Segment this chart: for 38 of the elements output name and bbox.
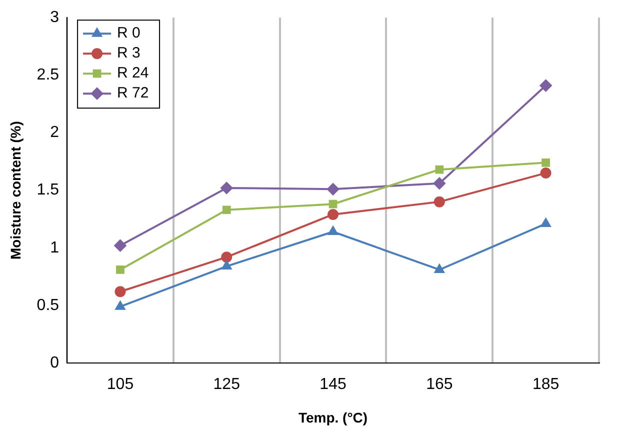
point	[327, 183, 340, 196]
y-axis-title: Moisture content (%)	[7, 121, 24, 260]
x-tick-label: 185	[532, 376, 560, 394]
x-tick-label: 105	[106, 376, 134, 394]
legend-label: R 0	[117, 24, 140, 42]
point	[434, 196, 445, 208]
y-tick-label: 1.5	[36, 182, 60, 199]
x-tick-label: 165	[426, 376, 453, 394]
point	[328, 208, 339, 220]
x-axis-title: Temp. (°C)	[298, 409, 368, 426]
x-tick-label: 145	[320, 376, 346, 394]
point	[114, 286, 126, 298]
point	[435, 165, 444, 174]
point	[540, 168, 552, 179]
point	[328, 200, 338, 208]
y-tick-label: 0	[50, 354, 60, 372]
point	[433, 177, 446, 190]
y-tick-label: 3	[50, 9, 60, 26]
point	[115, 301, 126, 310]
legend-label: R 72	[117, 84, 149, 102]
y-tick-label: 2	[50, 124, 60, 142]
point	[434, 264, 444, 273]
y-tick-label: 2.5	[36, 66, 60, 84]
point	[540, 218, 551, 227]
y-tick-label: 1	[50, 239, 60, 256]
point	[116, 266, 124, 274]
point	[540, 80, 552, 92]
point	[222, 206, 231, 214]
legend-label: R 3	[117, 44, 140, 62]
point	[220, 182, 233, 194]
point	[114, 240, 126, 252]
x-tick-label: 125	[213, 376, 240, 394]
point	[542, 158, 550, 167]
y-tick-label: 0.5	[36, 296, 60, 314]
point	[222, 260, 232, 270]
point	[221, 252, 232, 263]
legend-label: R 24	[117, 64, 149, 82]
point	[328, 226, 338, 235]
